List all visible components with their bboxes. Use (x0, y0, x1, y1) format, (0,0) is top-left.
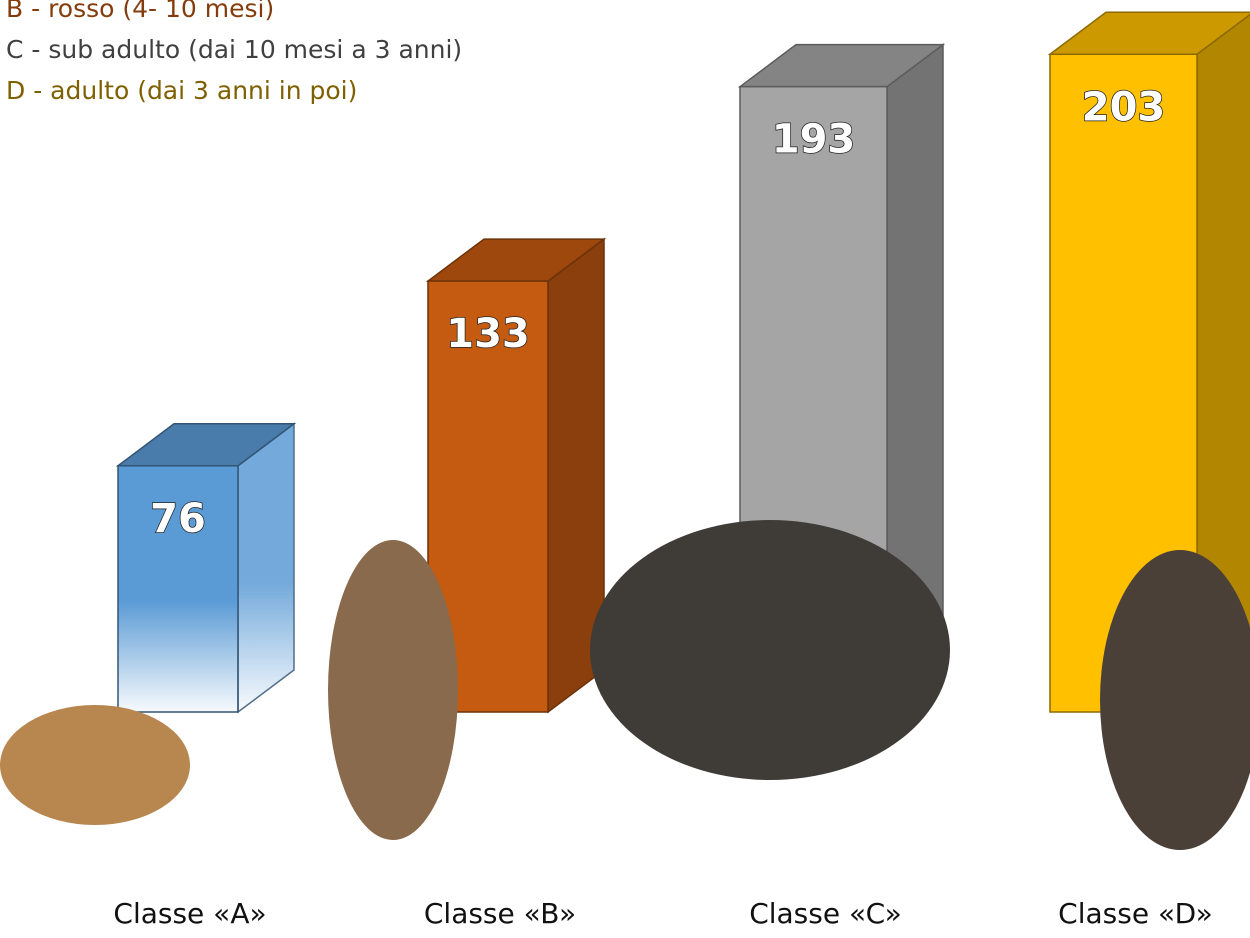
bars (115, 11, 1250, 714)
adult-boar-photo (1100, 550, 1250, 850)
bar (115, 422, 297, 714)
bar-front (117, 465, 239, 713)
value-label: 133 (446, 311, 530, 357)
legend-entry: C - sub adulto (dai 10 mesi a 3 anni) (6, 35, 462, 64)
piglet-photo (0, 705, 190, 825)
x-tick-label: Classe «D» (1058, 897, 1213, 930)
legend-entry: D - adulto (dai 3 anni in poi) (6, 76, 357, 105)
animal-photos (0, 520, 1250, 850)
labels: 76 Classe «A» 133 Classe «B» 193 Classe «C» 20… (113, 84, 1212, 930)
bar (425, 237, 607, 714)
legend-entry: B - rosso (4- 10 mesi) (6, 0, 274, 23)
red-boar-photo (328, 540, 458, 840)
legend: B - rosso (4- 10 mesi) C - sub adulto (da… (6, 0, 462, 105)
value-label: 203 (1082, 84, 1166, 130)
x-tick-label: Classe «C» (749, 897, 902, 930)
x-tick-label: Classe «B» (424, 897, 576, 930)
subadult-boar-photo (590, 520, 950, 780)
x-tick-label: Classe «A» (113, 897, 266, 930)
value-label: 76 (150, 496, 206, 542)
bar-side (237, 422, 295, 714)
value-label: 193 (772, 117, 856, 163)
